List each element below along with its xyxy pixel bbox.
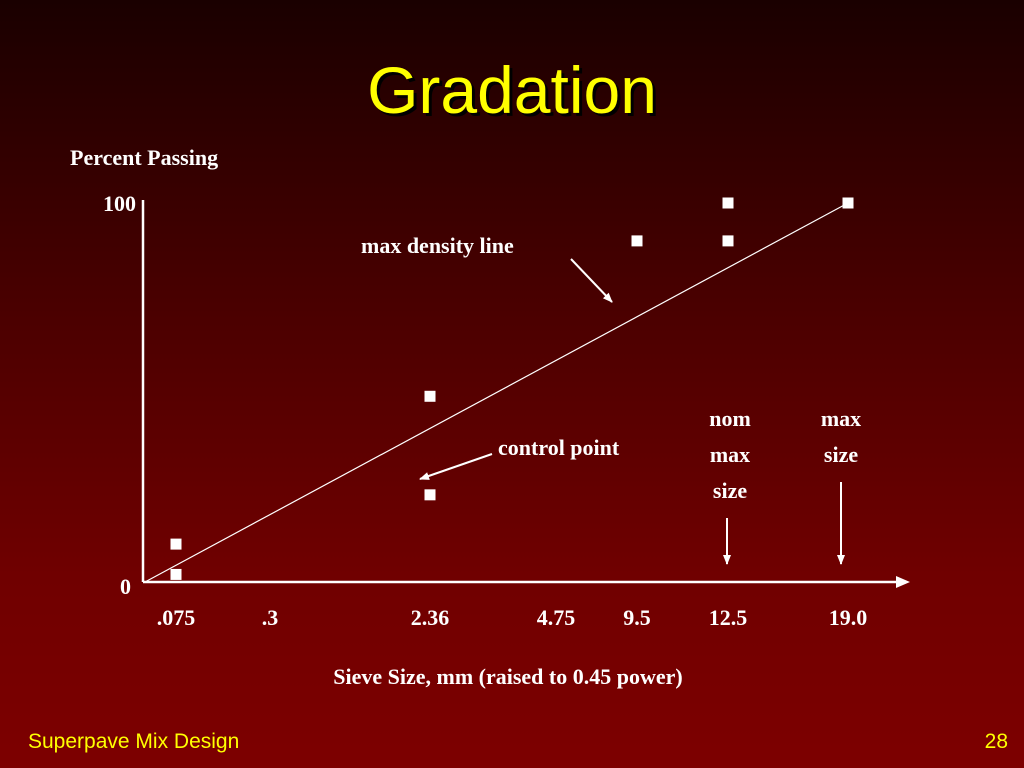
y-tick-label-min: 0 bbox=[120, 574, 131, 599]
footer-title: Superpave Mix Design bbox=[28, 730, 240, 753]
x-axis-arrowhead bbox=[896, 576, 910, 588]
control-points bbox=[170, 197, 854, 580]
max-size-label-line2: size bbox=[824, 442, 858, 467]
control-point-marker bbox=[842, 197, 854, 209]
control-point-marker bbox=[631, 235, 643, 247]
control-point-marker bbox=[722, 197, 734, 209]
max-size-label-line1: max bbox=[821, 406, 861, 431]
x-tick-label: .3 bbox=[262, 605, 279, 630]
control-point-marker bbox=[170, 538, 182, 550]
max-density-line-arrow bbox=[570, 258, 613, 303]
nom-max-size-label-line1: nom bbox=[709, 406, 751, 431]
x-tick-label: .075 bbox=[157, 605, 196, 630]
y-tick-label-max: 100 bbox=[103, 191, 136, 216]
x-tick-label: 12.5 bbox=[709, 605, 748, 630]
max-density-line bbox=[144, 202, 849, 583]
control-point-marker bbox=[170, 568, 182, 580]
control-point-marker bbox=[424, 390, 436, 402]
y-axis-title: Percent Passing bbox=[70, 145, 218, 170]
control-point-marker bbox=[722, 235, 734, 247]
control-point-label: control point bbox=[498, 435, 620, 460]
nom-max-size-label-line2: max bbox=[710, 442, 750, 467]
x-tick-label: 2.36 bbox=[411, 605, 450, 630]
control-point-arrow bbox=[419, 453, 493, 480]
slide-title: Gradation bbox=[367, 53, 657, 127]
max-density-line-label: max density line bbox=[361, 233, 514, 258]
control-point-marker bbox=[424, 489, 436, 501]
nom-max-size-label-line3: size bbox=[713, 478, 747, 503]
x-axis-title: Sieve Size, mm (raised to 0.45 power) bbox=[333, 664, 682, 689]
x-tick-label: 4.75 bbox=[537, 605, 576, 630]
x-tick-label: 19.0 bbox=[829, 605, 868, 630]
page-number: 28 bbox=[984, 730, 1008, 753]
x-tick-label: 9.5 bbox=[623, 605, 651, 630]
x-tick-labels: .075 .3 2.36 4.75 9.5 12.5 19.0 bbox=[157, 605, 868, 630]
